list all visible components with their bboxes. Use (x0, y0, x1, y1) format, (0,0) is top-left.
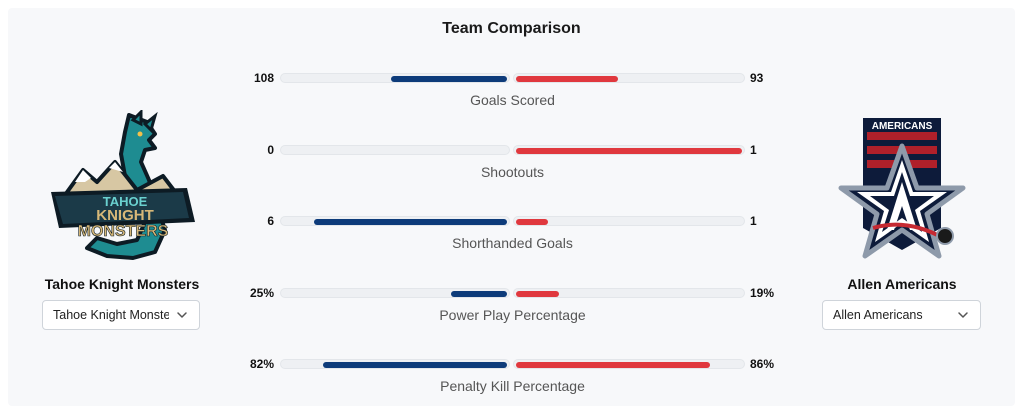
stat-label: Shorthanded Goals (452, 235, 573, 251)
chevron-down-icon (958, 312, 968, 318)
left-bar-fill (323, 362, 507, 368)
left-bar-fill (451, 291, 507, 297)
right-bar-fill (516, 76, 618, 82)
stat-power-play-percentage: 25% 19% Power Play Percentage (240, 286, 785, 336)
left-stat-value: 25% (249, 286, 274, 300)
svg-text:KNIGHT: KNIGHT (96, 207, 154, 224)
right-team-panel: AMERICANS Allen Americans Allen American… (802, 110, 1002, 330)
right-team-select[interactable]: Allen Americans (822, 300, 981, 330)
stat-label: Goals Scored (470, 92, 555, 108)
stat-shootouts: 0 1 Shootouts (240, 143, 785, 193)
right-stat-value: 1 (750, 143, 757, 157)
stat-goals-scored: 108 93 Goals Scored (240, 71, 785, 121)
right-bar-fill (516, 219, 548, 225)
left-bar-fill (314, 219, 507, 225)
left-stat-value: 108 (253, 71, 274, 85)
right-stat-value: 19% (750, 286, 775, 300)
right-stat-value: 86% (750, 357, 775, 371)
page-title: Team Comparison (442, 20, 581, 37)
left-bar-track (280, 216, 510, 226)
svg-text:AMERICANS: AMERICANS (872, 121, 933, 132)
left-bar-track (280, 73, 510, 83)
left-bar-track (280, 145, 510, 155)
left-team-select-value: Tahoe Knight Monste (53, 308, 169, 322)
right-team-name: Allen Americans (847, 276, 957, 292)
svg-text:MONSTERS: MONSTERS (78, 223, 169, 240)
left-bar-track (280, 288, 510, 298)
stat-label: Shootouts (480, 164, 545, 180)
right-bar-fill (516, 148, 742, 154)
left-team-select[interactable]: Tahoe Knight Monste (42, 300, 200, 330)
left-team-name: Tahoe Knight Monsters (44, 276, 200, 292)
stat-label: Power Play Percentage (439, 307, 586, 323)
left-stat-value: 0 (267, 143, 274, 157)
stat-penalty-kill-percentage: 82% 86% Penalty Kill Percentage (240, 357, 785, 407)
allen-americans-logo: AMERICANS (838, 118, 966, 259)
right-bar-track (513, 145, 745, 155)
left-team-panel: TAHOE KNIGHT MONSTERS Tahoe Knight Monst… (22, 110, 222, 330)
right-bar-fill (516, 291, 559, 297)
right-bar-fill (516, 362, 710, 368)
right-stat-value: 93 (750, 71, 764, 85)
stat-label: Penalty Kill Percentage (440, 378, 585, 394)
right-stat-value: 1 (750, 214, 757, 228)
right-bar-track (513, 73, 745, 83)
tahoe-knight-monsters-logo: TAHOE KNIGHT MONSTERS (51, 110, 195, 260)
right-bar-track (513, 288, 745, 298)
left-bar-track (280, 359, 510, 369)
right-bar-track (513, 359, 745, 369)
chevron-down-icon (177, 312, 187, 318)
left-bar-fill (391, 76, 507, 82)
left-stat-value: 6 (267, 214, 274, 228)
stat-shorthanded-goals: 6 1 Shorthanded Goals (240, 214, 785, 264)
left-stat-value: 82% (249, 357, 274, 371)
svg-text:TAHOE: TAHOE (103, 194, 148, 209)
right-bar-track (513, 216, 745, 226)
right-team-select-value: Allen Americans (833, 308, 923, 322)
